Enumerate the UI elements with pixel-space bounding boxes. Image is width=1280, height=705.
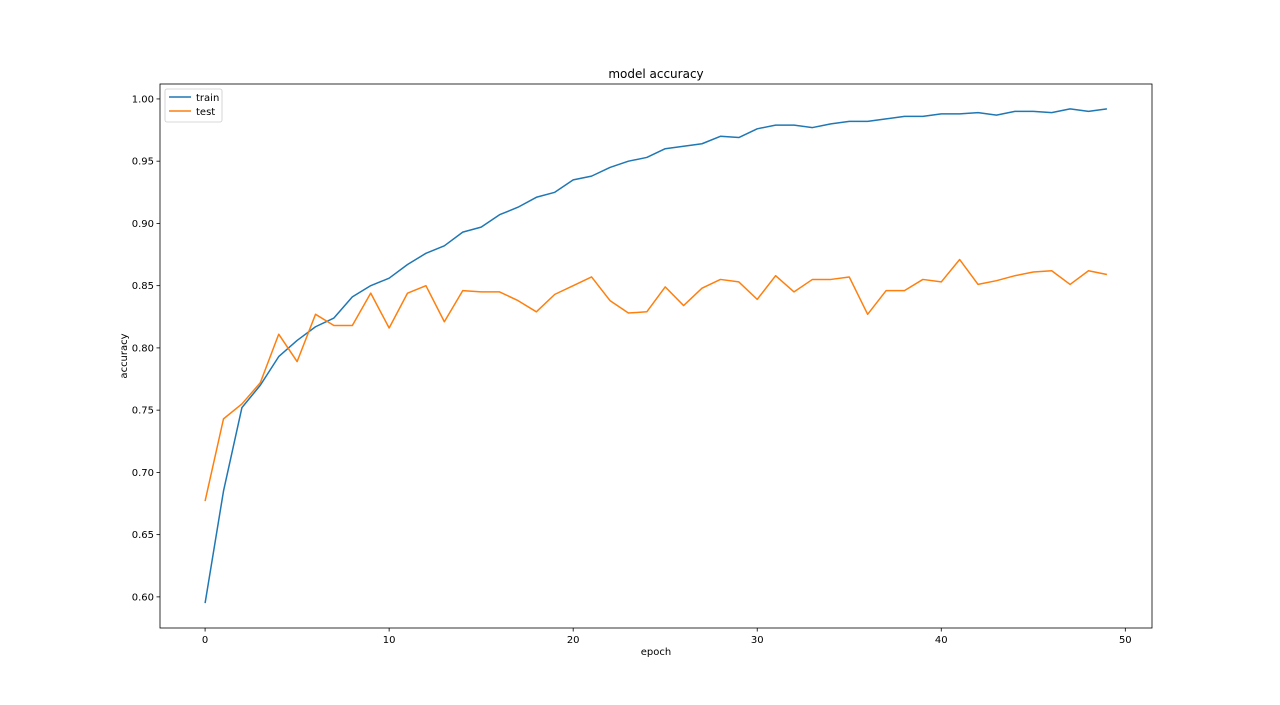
plot-background (160, 84, 1152, 628)
y-axis-ticks: 0.60 0.65 0.70 0.75 0.80 0.85 0.90 0.95 1.00 (132, 94, 160, 603)
y-tick-label: 0.75 (132, 406, 154, 417)
chart-title: model accuracy (608, 67, 703, 81)
x-tick-label: 20 (567, 635, 580, 646)
x-tick-label: 10 (383, 635, 396, 646)
legend-label-train: train (196, 93, 219, 104)
y-tick-label: 0.70 (132, 468, 154, 479)
y-tick-label: 0.60 (132, 592, 154, 603)
y-tick-label: 0.90 (132, 219, 154, 230)
y-tick-label: 1.00 (132, 94, 154, 105)
series-line-train (204, 108, 1108, 604)
x-tick-label: 50 (1119, 635, 1132, 646)
y-tick-label: 0.65 (132, 530, 154, 541)
legend-label-test: test (196, 107, 215, 118)
x-tick-label: 0 (202, 635, 208, 646)
y-tick-label: 0.95 (132, 157, 154, 168)
x-axis-label: epoch (641, 647, 671, 658)
legend: train test (164, 88, 223, 123)
x-tick-label: 30 (751, 635, 764, 646)
series-layer (204, 108, 1108, 604)
y-tick-label: 0.85 (132, 281, 154, 292)
x-tick-label: 40 (935, 635, 948, 646)
plot-frame (159, 83, 1153, 629)
series-line-test (204, 258, 1108, 502)
y-tick-label: 0.80 (132, 343, 154, 354)
y-axis-label: accuracy (119, 333, 130, 378)
x-axis-ticks: 0 10 20 30 40 50 (202, 628, 1132, 646)
